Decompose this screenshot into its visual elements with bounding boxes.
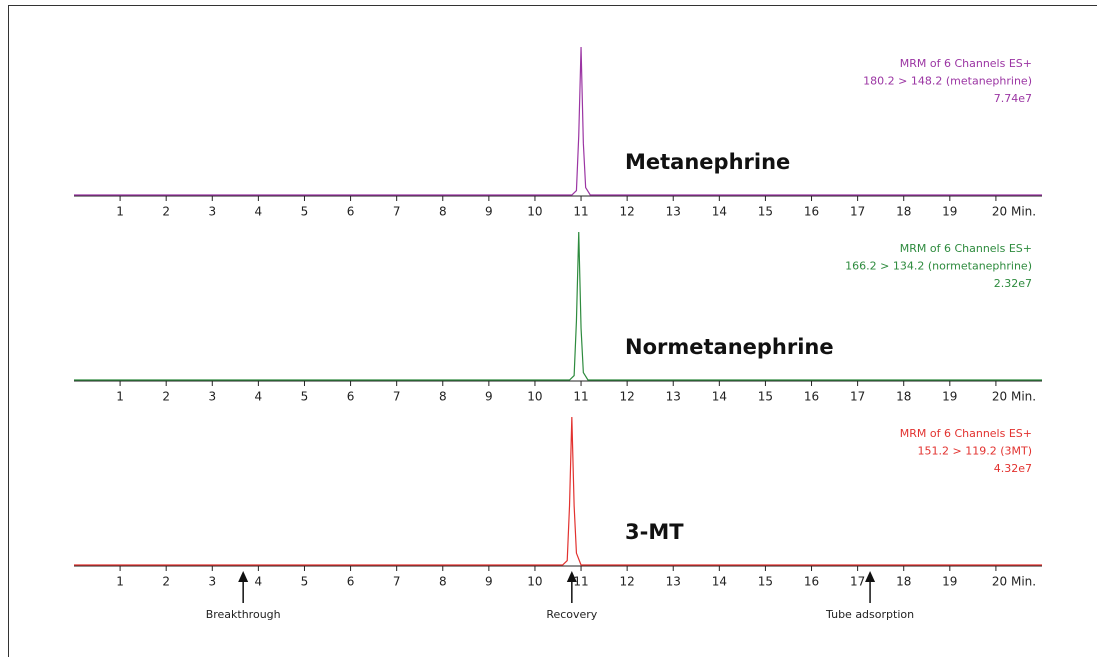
x-tick-label: 17 bbox=[850, 575, 865, 589]
channel-label: MRM of 6 Channels ES+ bbox=[900, 57, 1032, 70]
channel-label: 151.2 > 119.2 (3MT) bbox=[918, 445, 1032, 458]
x-tick-label: 20 Min. bbox=[992, 575, 1036, 589]
trace bbox=[74, 232, 1042, 380]
x-tick-label: 19 bbox=[942, 390, 957, 404]
channel-label: 166.2 > 134.2 (normetanephrine) bbox=[845, 260, 1032, 273]
annotation: Recovery bbox=[546, 608, 597, 621]
compound-title: Metanephrine bbox=[625, 150, 790, 174]
channel-label: 180.2 > 148.2 (metanephrine) bbox=[863, 75, 1032, 88]
x-tick-label: 13 bbox=[666, 575, 681, 589]
x-tick-label: 18 bbox=[896, 390, 911, 404]
x-tick-label: 3 bbox=[208, 390, 216, 404]
x-tick-label: 2 bbox=[162, 575, 170, 589]
x-tick-label: 12 bbox=[620, 390, 635, 404]
x-tick-label: 12 bbox=[620, 205, 635, 219]
x-tick-label: 12 bbox=[620, 575, 635, 589]
x-tick-label: 17 bbox=[850, 205, 865, 219]
x-tick-label: 13 bbox=[666, 390, 681, 404]
x-tick-label: 1 bbox=[116, 205, 124, 219]
x-tick-label: 5 bbox=[301, 390, 309, 404]
x-tick-label: 19 bbox=[942, 205, 957, 219]
x-tick-label: 9 bbox=[485, 205, 493, 219]
x-tick-label: 14 bbox=[712, 575, 727, 589]
x-tick-label: 18 bbox=[896, 575, 911, 589]
x-tick-label: 6 bbox=[347, 205, 355, 219]
x-tick-label: 10 bbox=[527, 205, 542, 219]
channel-label: 4.32e7 bbox=[994, 462, 1032, 475]
x-tick-label: 16 bbox=[804, 205, 819, 219]
x-tick-label: 7 bbox=[393, 575, 401, 589]
x-tick-label: 3 bbox=[208, 205, 216, 219]
x-tick-label: 6 bbox=[347, 390, 355, 404]
channel-label: 7.74e7 bbox=[994, 92, 1032, 105]
x-tick-label: 7 bbox=[393, 205, 401, 219]
x-tick-label: 5 bbox=[301, 205, 309, 219]
x-tick-label: 14 bbox=[712, 205, 727, 219]
x-tick-label: 10 bbox=[527, 575, 542, 589]
channel-label: 2.32e7 bbox=[994, 277, 1032, 290]
compound-title: Normetanephrine bbox=[625, 335, 834, 359]
x-tick-label: 15 bbox=[758, 390, 773, 404]
arrow-head bbox=[865, 571, 875, 582]
x-tick-label: 8 bbox=[439, 575, 447, 589]
x-tick-label: 14 bbox=[712, 390, 727, 404]
trace bbox=[74, 417, 1042, 565]
x-tick-label: 9 bbox=[485, 390, 493, 404]
channel-label: MRM of 6 Channels ES+ bbox=[900, 427, 1032, 440]
x-tick-label: 10 bbox=[527, 390, 542, 404]
trace bbox=[74, 47, 1042, 195]
x-tick-label: 6 bbox=[347, 575, 355, 589]
x-tick-label: 13 bbox=[666, 205, 681, 219]
x-tick-label: 16 bbox=[804, 575, 819, 589]
x-tick-label: 4 bbox=[255, 205, 263, 219]
x-tick-label: 20 Min. bbox=[992, 390, 1036, 404]
x-tick-label: 1 bbox=[116, 390, 124, 404]
x-tick-label: 18 bbox=[896, 205, 911, 219]
x-tick-label: 2 bbox=[162, 390, 170, 404]
x-tick-label: 4 bbox=[255, 575, 263, 589]
x-tick-label: 4 bbox=[255, 390, 263, 404]
x-tick-label: 9 bbox=[485, 575, 493, 589]
x-tick-label: 7 bbox=[393, 390, 401, 404]
annotation: Breakthrough bbox=[206, 608, 281, 621]
annotation: Tube adsorption bbox=[825, 608, 914, 621]
x-tick-label: 15 bbox=[758, 205, 773, 219]
x-tick-label: 8 bbox=[439, 390, 447, 404]
frame bbox=[9, 6, 1097, 658]
x-tick-label: 3 bbox=[208, 575, 216, 589]
x-tick-label: 1 bbox=[116, 575, 124, 589]
x-tick-label: 19 bbox=[942, 575, 957, 589]
compound-title: 3-MT bbox=[625, 520, 684, 544]
x-tick-label: 20 Min. bbox=[992, 205, 1036, 219]
arrow-head bbox=[238, 571, 248, 582]
x-tick-label: 17 bbox=[850, 390, 865, 404]
x-tick-label: 11 bbox=[573, 205, 588, 219]
x-tick-label: 11 bbox=[573, 390, 588, 404]
x-tick-label: 2 bbox=[162, 205, 170, 219]
x-tick-label: 8 bbox=[439, 205, 447, 219]
channel-label: MRM of 6 Channels ES+ bbox=[900, 242, 1032, 255]
x-tick-label: 15 bbox=[758, 575, 773, 589]
x-tick-label: 5 bbox=[301, 575, 309, 589]
x-tick-label: 16 bbox=[804, 390, 819, 404]
